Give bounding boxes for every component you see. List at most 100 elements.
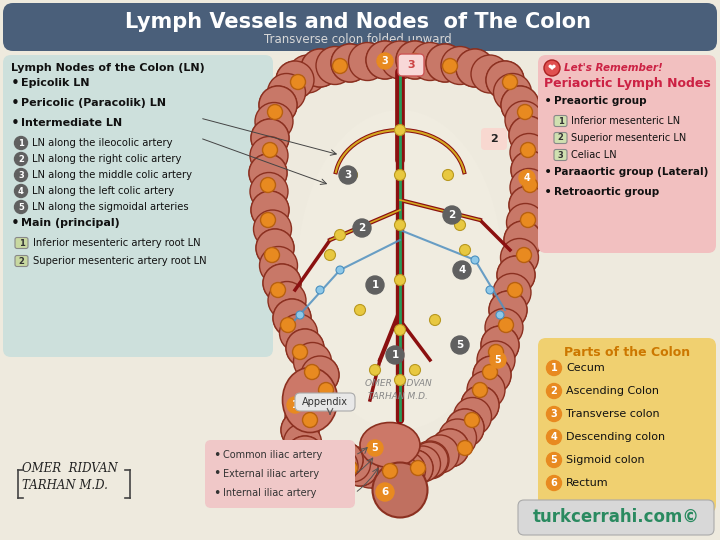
Circle shape [546, 476, 562, 490]
Circle shape [259, 246, 297, 285]
Text: Retroaortic group: Retroaortic group [554, 187, 660, 197]
Circle shape [501, 86, 539, 124]
Circle shape [369, 364, 380, 375]
Text: Preaortic group: Preaortic group [554, 96, 647, 106]
Circle shape [295, 371, 333, 409]
Circle shape [461, 386, 499, 424]
Circle shape [446, 409, 484, 447]
Circle shape [343, 461, 358, 476]
Circle shape [486, 61, 524, 99]
Circle shape [395, 219, 405, 231]
Circle shape [281, 318, 295, 333]
Circle shape [251, 191, 289, 229]
Circle shape [382, 454, 418, 490]
Circle shape [412, 442, 448, 478]
Circle shape [259, 86, 297, 124]
FancyBboxPatch shape [481, 128, 507, 150]
Circle shape [473, 356, 511, 394]
Circle shape [441, 46, 479, 84]
FancyBboxPatch shape [398, 54, 424, 76]
Circle shape [498, 318, 513, 333]
Text: •: • [544, 185, 552, 199]
Circle shape [301, 356, 339, 394]
Circle shape [516, 247, 531, 262]
Text: Superior mesenteric LN: Superior mesenteric LN [571, 133, 686, 143]
Text: Paraaortic group (Lateral): Paraaortic group (Lateral) [554, 167, 708, 177]
Circle shape [249, 154, 287, 192]
Circle shape [395, 274, 405, 286]
Circle shape [331, 44, 369, 82]
Circle shape [467, 371, 505, 409]
Circle shape [544, 60, 560, 76]
Text: 3: 3 [557, 151, 563, 159]
Text: Let's Remember!: Let's Remember! [564, 63, 662, 73]
Circle shape [289, 386, 327, 424]
Text: Inferior mesenteric artery root LN: Inferior mesenteric artery root LN [33, 238, 201, 248]
Circle shape [255, 103, 293, 140]
Text: Transverse colon folded upward: Transverse colon folded upward [264, 32, 452, 45]
Text: 5: 5 [495, 355, 501, 365]
Circle shape [395, 325, 405, 335]
Circle shape [546, 429, 562, 444]
Circle shape [14, 137, 27, 150]
Circle shape [352, 452, 388, 488]
Circle shape [472, 382, 487, 397]
Circle shape [354, 305, 366, 315]
Text: LN along the sigmoidal arteries: LN along the sigmoidal arteries [32, 202, 189, 212]
Text: 2: 2 [490, 134, 498, 144]
Text: 2: 2 [19, 256, 24, 266]
Text: Descending colon: Descending colon [566, 432, 665, 442]
Text: 3: 3 [382, 56, 388, 66]
Circle shape [509, 116, 547, 154]
Text: OMER  RIDVAN
TARHAN M.D.: OMER RIDVAN TARHAN M.D. [364, 379, 431, 401]
Text: Main (principal): Main (principal) [21, 218, 120, 228]
Text: •: • [213, 449, 220, 462]
Circle shape [546, 407, 562, 422]
Circle shape [250, 137, 288, 174]
Text: Appendix: Appendix [302, 397, 348, 407]
Circle shape [477, 341, 515, 379]
Circle shape [397, 450, 433, 486]
Circle shape [382, 454, 418, 490]
Circle shape [518, 105, 533, 119]
Circle shape [473, 356, 511, 394]
Circle shape [381, 41, 419, 79]
Circle shape [395, 170, 405, 180]
Text: Lymph Vessels and Nodes  of The Colon: Lymph Vessels and Nodes of The Colon [125, 12, 591, 32]
Circle shape [256, 229, 294, 267]
Circle shape [410, 364, 420, 375]
Circle shape [411, 43, 449, 80]
Circle shape [307, 451, 346, 489]
Circle shape [294, 342, 331, 381]
FancyBboxPatch shape [538, 55, 716, 253]
Circle shape [464, 413, 480, 428]
Text: 1: 1 [19, 239, 24, 247]
Circle shape [251, 119, 289, 157]
Text: Intermediate LN: Intermediate LN [21, 118, 122, 128]
Circle shape [327, 442, 363, 478]
Circle shape [285, 399, 323, 436]
Text: TARHAN M.D.: TARHAN M.D. [22, 479, 108, 492]
Circle shape [316, 286, 324, 294]
Circle shape [333, 58, 348, 73]
Circle shape [279, 314, 318, 352]
Circle shape [263, 264, 301, 302]
Circle shape [322, 448, 358, 484]
Text: 4: 4 [459, 265, 466, 275]
Circle shape [521, 143, 536, 158]
Circle shape [451, 336, 469, 354]
Circle shape [509, 186, 547, 224]
Circle shape [286, 436, 324, 474]
Circle shape [353, 219, 371, 237]
Text: Superior mesenteric artery root LN: Superior mesenteric artery root LN [33, 256, 207, 266]
Text: Sigmoid colon: Sigmoid colon [566, 455, 644, 465]
Circle shape [453, 261, 471, 279]
Text: Cecum: Cecum [566, 363, 605, 373]
Circle shape [251, 119, 289, 157]
Text: •: • [544, 94, 552, 108]
Text: 3: 3 [408, 60, 415, 70]
Circle shape [14, 200, 27, 213]
FancyBboxPatch shape [295, 393, 355, 411]
Circle shape [273, 299, 311, 337]
Circle shape [348, 43, 387, 80]
